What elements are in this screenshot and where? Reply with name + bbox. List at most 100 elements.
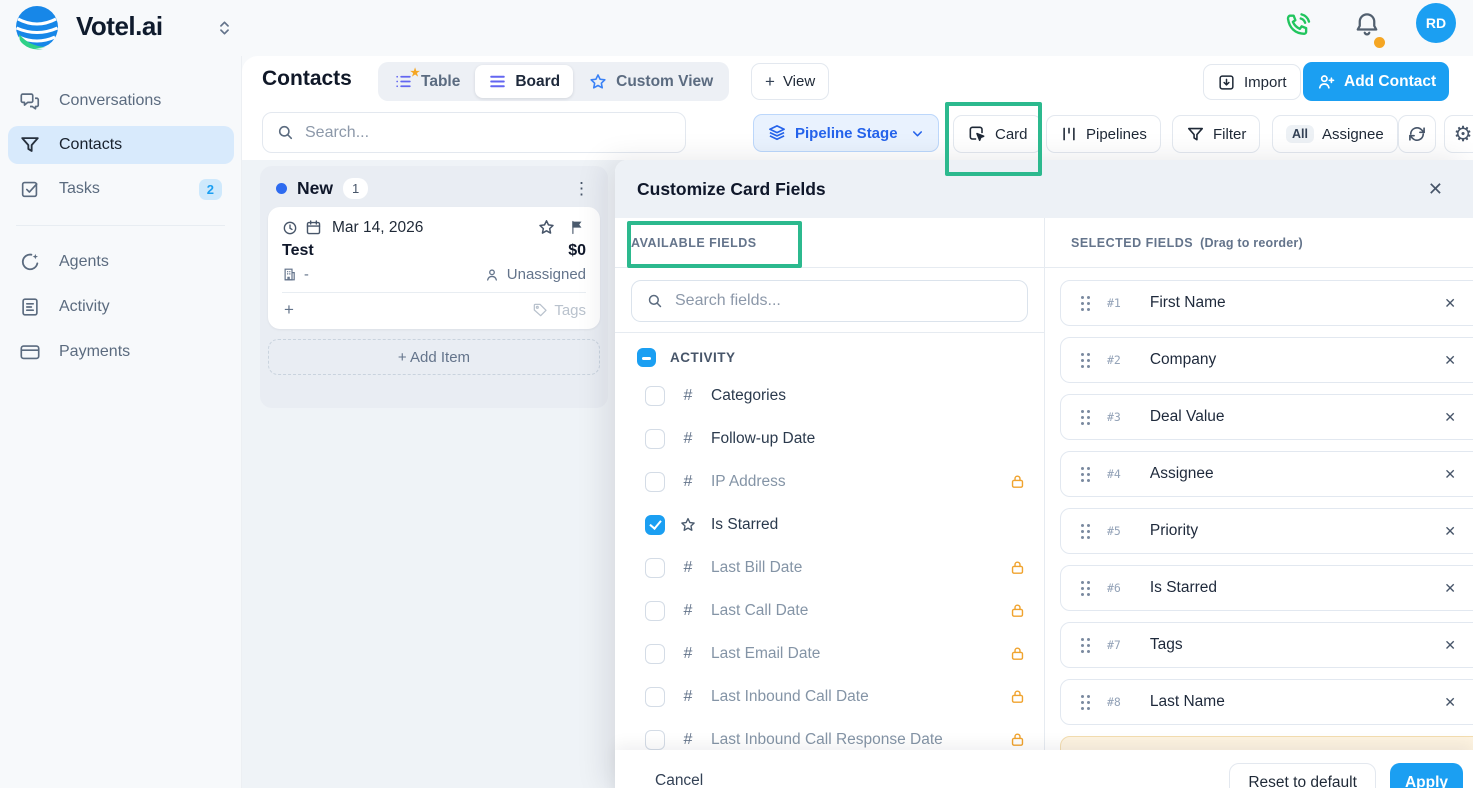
add-view-button[interactable]: + View [751, 63, 830, 100]
close-icon[interactable]: ✕ [1427, 178, 1443, 199]
field-checkbox[interactable] [645, 686, 665, 707]
field-checkbox[interactable] [645, 643, 665, 664]
drag-handle-icon[interactable] [1081, 637, 1090, 653]
import-button[interactable]: Import [1203, 64, 1301, 100]
available-field-row[interactable]: # Categories [615, 374, 1044, 417]
add-item-button[interactable]: + Add Item [268, 339, 600, 375]
field-search[interactable] [631, 280, 1028, 322]
selected-field-row[interactable]: #5 Priority ✕ [1060, 508, 1473, 554]
cancel-button[interactable]: Cancel [655, 772, 704, 788]
column-menu-icon[interactable]: ⋮ [573, 178, 590, 198]
available-field-row[interactable]: # Last Bill Date [615, 546, 1044, 589]
filter-button[interactable]: Filter [1172, 115, 1261, 153]
remove-field-icon[interactable]: ✕ [1444, 522, 1456, 539]
add-contact-button[interactable]: Add Contact [1303, 62, 1450, 101]
field-label: Follow-up Date [711, 429, 816, 447]
settings-gear-icon[interactable]: ⚙ [1444, 115, 1473, 153]
assignee-filter-button[interactable]: All Assignee [1272, 115, 1398, 153]
calendar-icon [305, 219, 322, 236]
contacts-search[interactable] [262, 112, 686, 153]
phone-icon[interactable] [1283, 10, 1313, 40]
selected-field-row[interactable]: #4 Assignee ✕ [1060, 451, 1473, 497]
field-checkbox[interactable] [645, 514, 665, 535]
selected-field-row[interactable]: #2 Company ✕ [1060, 337, 1473, 383]
drag-handle-icon[interactable] [1081, 523, 1090, 539]
drag-handle-icon[interactable] [1081, 295, 1090, 311]
search-input[interactable] [305, 123, 672, 142]
building-icon [282, 267, 297, 282]
field-rank: #2 [1107, 353, 1121, 367]
tab-label: Custom View [616, 72, 714, 90]
card-tags[interactable]: Tags [532, 302, 586, 319]
view-tab-group: ★ Table Board Custom View [378, 62, 730, 101]
group-checkbox[interactable] [637, 348, 656, 367]
drag-handle-icon[interactable] [1081, 580, 1090, 596]
drag-handle-icon[interactable] [1081, 352, 1090, 368]
tab-table[interactable]: ★ Table [381, 65, 473, 98]
field-checkbox[interactable] [645, 729, 665, 750]
tab-board[interactable]: Board [475, 65, 574, 98]
drag-handle-icon[interactable] [1081, 694, 1090, 710]
contact-card[interactable]: Mar 14, 2026 Test $0 - [268, 207, 600, 329]
drag-handle-icon[interactable] [1081, 409, 1090, 425]
sidebar-item-label: Agents [59, 253, 109, 270]
remove-field-icon[interactable]: ✕ [1444, 579, 1456, 596]
remove-field-icon[interactable]: ✕ [1444, 294, 1456, 311]
card-button-label: Card [995, 125, 1028, 143]
available-field-row[interactable]: # IP Address [615, 460, 1044, 503]
drag-handle-icon[interactable] [1081, 466, 1090, 482]
remove-field-icon[interactable]: ✕ [1444, 636, 1456, 653]
refresh-icon [1407, 124, 1427, 144]
field-checkbox[interactable] [645, 428, 665, 449]
card-customize-button[interactable]: Card [953, 115, 1042, 153]
selected-field-row[interactable]: #7 Tags ✕ [1060, 622, 1473, 668]
card-due-date: Mar 14, 2026 [332, 218, 424, 236]
field-checkbox[interactable] [645, 557, 665, 578]
field-checkbox[interactable] [645, 471, 665, 492]
selected-field-row[interactable]: #6 Is Starred ✕ [1060, 565, 1473, 611]
workspace-switcher-icon[interactable] [216, 17, 233, 39]
sidebar-item-contacts[interactable]: Contacts [8, 126, 234, 164]
star-outline-icon[interactable] [537, 218, 556, 237]
notifications-bell-icon[interactable] [1352, 9, 1382, 41]
sidebar-item-conversations[interactable]: Conversations [8, 82, 234, 120]
sidebar-item-payments[interactable]: Payments [8, 333, 234, 371]
field-rank: #6 [1107, 581, 1121, 595]
hash-icon: # [683, 386, 693, 404]
add-field-plus-icon[interactable]: + [284, 300, 294, 319]
remove-field-icon[interactable]: ✕ [1444, 351, 1456, 368]
field-checkbox[interactable] [645, 600, 665, 621]
modal-title: Customize Card Fields [637, 178, 826, 199]
selected-field-row[interactable]: #8 Last Name ✕ [1060, 679, 1473, 725]
sidebar-item-activity[interactable]: Activity [8, 288, 234, 326]
selected-field-row[interactable]: #3 Deal Value ✕ [1060, 394, 1473, 440]
field-search-input[interactable] [675, 292, 1013, 310]
brand-name: Votel.ai [76, 11, 163, 41]
available-field-row[interactable]: # Last Email Date [615, 632, 1044, 675]
available-field-row[interactable]: Is Starred [615, 503, 1044, 546]
hash-icon: # [683, 644, 693, 662]
refresh-button[interactable] [1398, 115, 1436, 153]
star-icon [679, 516, 697, 534]
remove-field-icon[interactable]: ✕ [1444, 693, 1456, 710]
available-field-row[interactable]: # Last Inbound Call Date [615, 675, 1044, 718]
sidebar-item-agents[interactable]: Agents [8, 243, 234, 281]
tab-custom-view[interactable]: Custom View [575, 65, 726, 98]
apply-button[interactable]: Apply [1389, 763, 1463, 788]
available-field-row[interactable]: # Follow-up Date [615, 417, 1044, 460]
stage-color-dot [276, 183, 287, 194]
activity-group-row[interactable]: ACTIVITY [615, 333, 1044, 374]
available-field-row[interactable]: # Last Call Date [615, 589, 1044, 632]
selected-field-row[interactable]: #1 First Name ✕ [1060, 280, 1473, 326]
pipeline-stage-dropdown[interactable]: Pipeline Stage [753, 114, 939, 152]
remove-field-icon[interactable]: ✕ [1444, 408, 1456, 425]
pipelines-bars-icon [1060, 125, 1078, 143]
pipelines-button[interactable]: Pipelines [1046, 115, 1161, 153]
available-field-row[interactable]: # Last Inbound Call Response Date [615, 718, 1044, 761]
flag-icon[interactable] [569, 219, 586, 236]
user-avatar[interactable]: RD [1416, 3, 1456, 43]
sidebar-item-tasks[interactable]: Tasks 2 [8, 170, 234, 208]
remove-field-icon[interactable]: ✕ [1444, 465, 1456, 482]
reset-to-default-button[interactable]: Reset to default [1229, 763, 1376, 788]
field-checkbox[interactable] [645, 385, 665, 406]
